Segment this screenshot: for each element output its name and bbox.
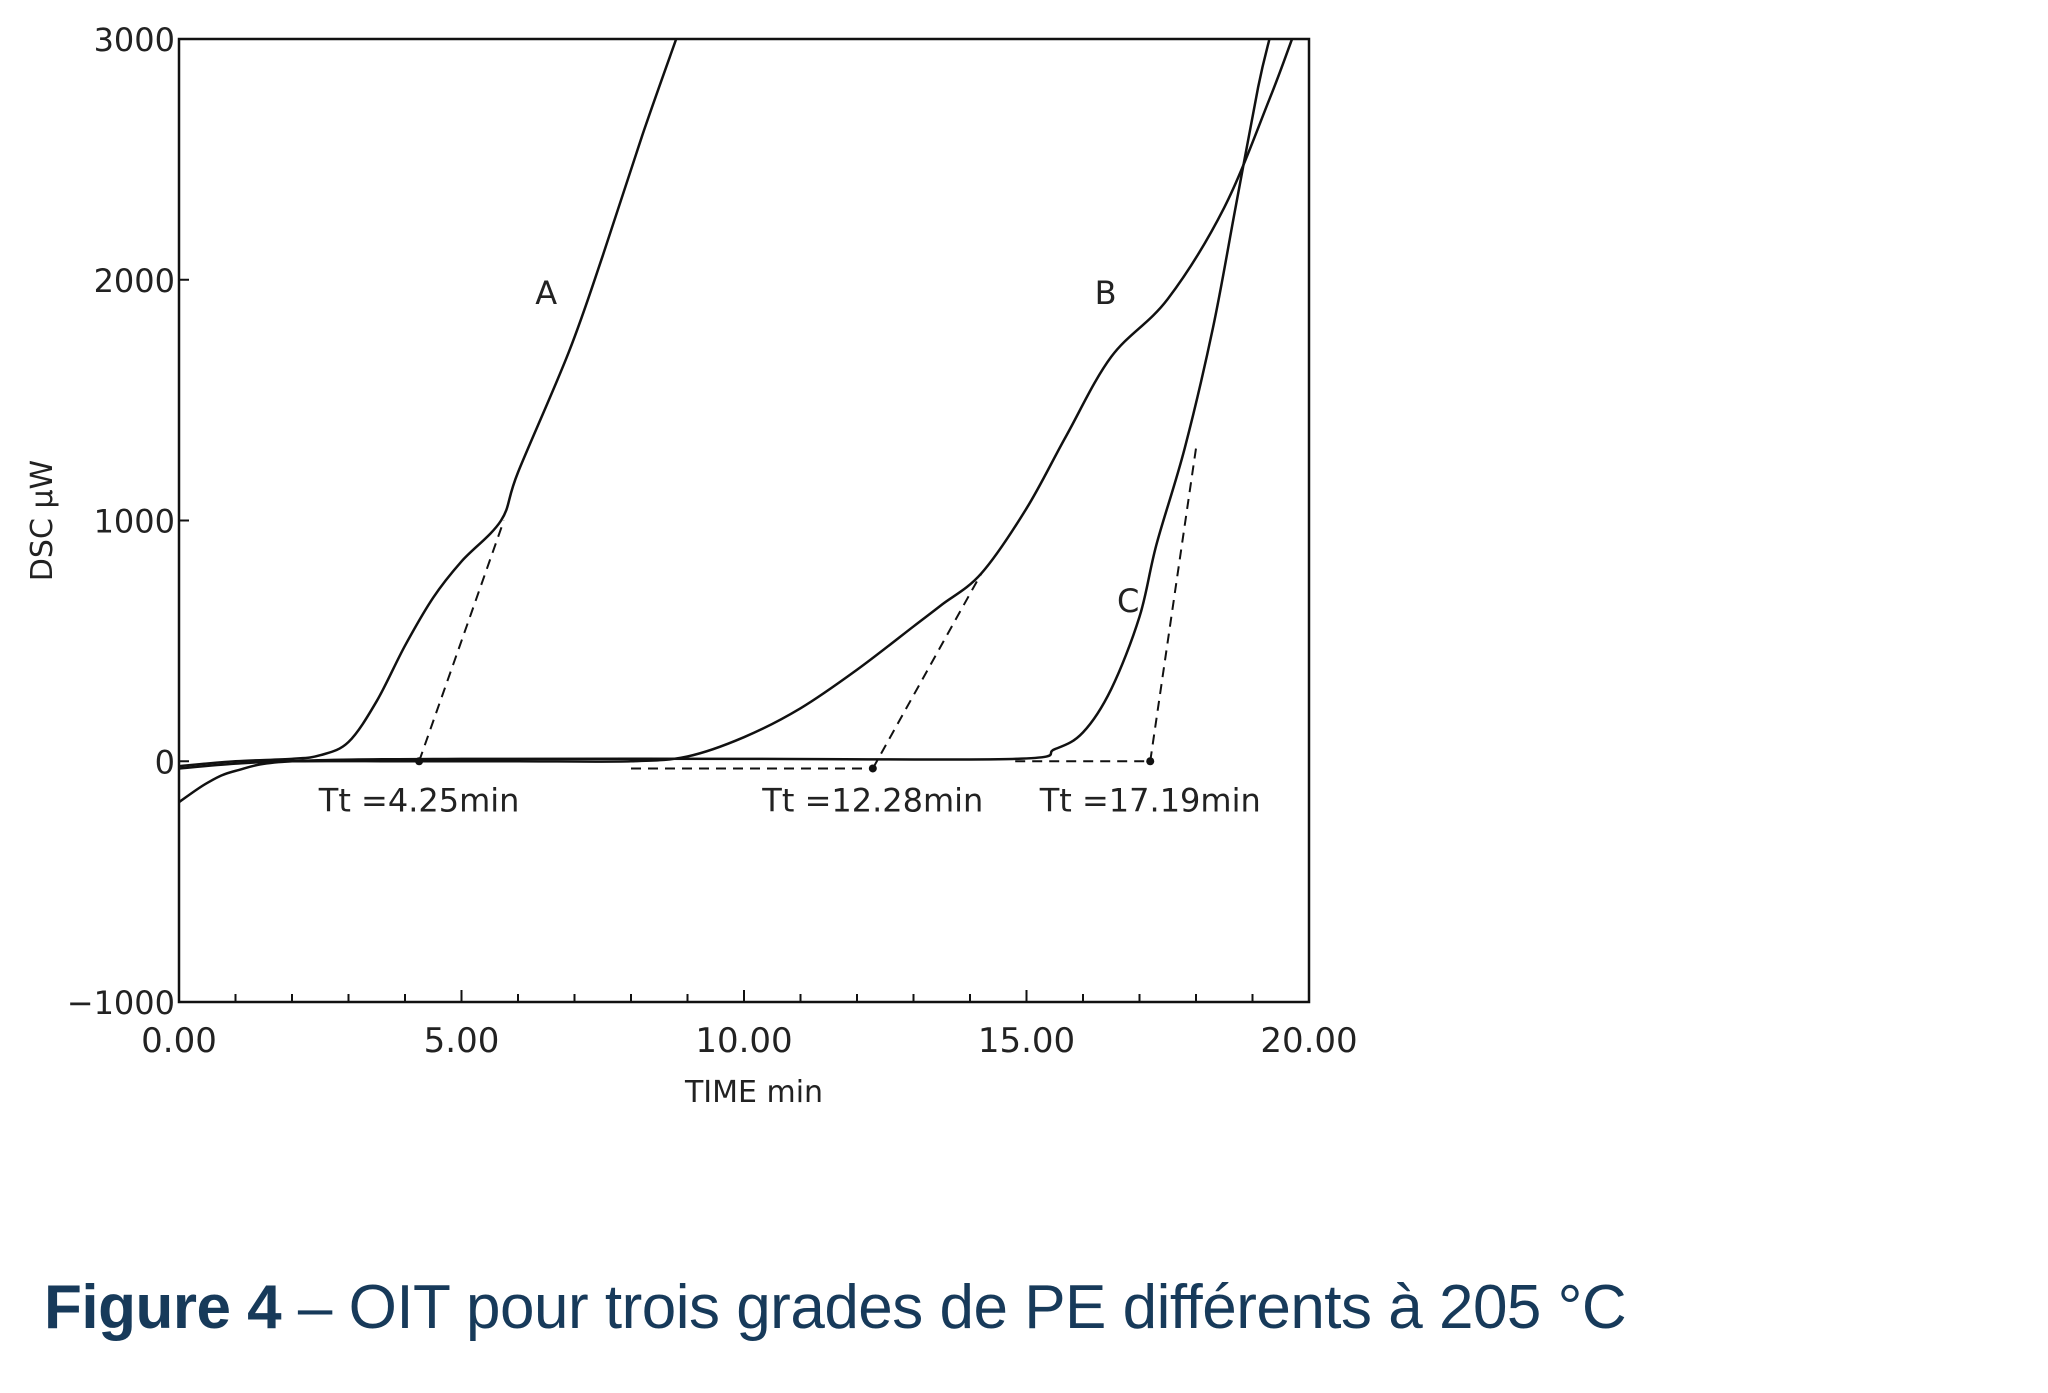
caption-figure-number: Figure 4 xyxy=(44,1273,282,1342)
series-a-line xyxy=(179,39,678,768)
x-tick-label: 20.00 xyxy=(1260,1021,1357,1061)
x-tick-label: 10.00 xyxy=(695,1021,792,1061)
y-tick-label: 0 xyxy=(155,743,175,781)
onset-point-c xyxy=(1146,757,1155,766)
onset-point-b xyxy=(868,764,877,773)
curve-label-c: C xyxy=(1117,582,1139,620)
y-tick-label: −1000 xyxy=(67,984,175,1022)
dsc-chart: 0.00 5.00 10.00 15.00 20.00 −1000 0 1000 2000 300… xyxy=(25,21,1358,1110)
x-tick-label: 15.00 xyxy=(978,1021,1075,1061)
series-b-line xyxy=(179,39,1294,770)
onset-label-b: Tt =12.28min xyxy=(761,781,983,819)
figure-caption: Figure 4 – OIT pour trois grades de PE d… xyxy=(44,1272,1627,1343)
curve-label-b: B xyxy=(1095,274,1117,312)
onset-point-a xyxy=(415,757,424,766)
tangent-line-c xyxy=(1149,448,1197,762)
x-tick-label: 5.00 xyxy=(424,1021,500,1061)
onset-label-c: Tt =17.19min xyxy=(1039,781,1261,819)
plot-frame xyxy=(177,37,1311,1004)
curve-label-a: A xyxy=(535,274,557,312)
y-tick-label: 1000 xyxy=(94,503,175,541)
y-tick-label: 2000 xyxy=(94,262,175,300)
x-axis-label: TIME min xyxy=(684,1075,823,1110)
tangent-line-b xyxy=(871,572,983,769)
tangent-line-a xyxy=(418,520,505,762)
onset-label-a: Tt =4.25min xyxy=(318,781,520,819)
caption-text: – OIT pour trois grades de PE différents… xyxy=(281,1273,1627,1342)
y-axis-label: DSC µW xyxy=(25,460,60,581)
y-tick-label: 3000 xyxy=(94,21,175,59)
x-tick-label: 0.00 xyxy=(141,1021,217,1061)
series-c-line xyxy=(179,39,1271,804)
